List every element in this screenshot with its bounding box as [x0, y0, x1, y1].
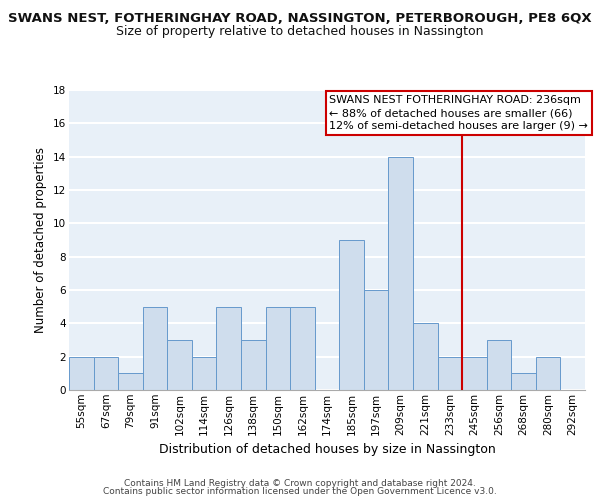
Bar: [437, 356, 462, 390]
Bar: [511, 374, 536, 390]
Text: Contains public sector information licensed under the Open Government Licence v3: Contains public sector information licen…: [103, 487, 497, 496]
Bar: [118, 374, 143, 390]
Bar: [388, 156, 413, 390]
Bar: [413, 324, 437, 390]
Y-axis label: Number of detached properties: Number of detached properties: [34, 147, 47, 333]
Bar: [290, 306, 315, 390]
Bar: [143, 306, 167, 390]
Text: SWANS NEST, FOTHERINGHAY ROAD, NASSINGTON, PETERBOROUGH, PE8 6QX: SWANS NEST, FOTHERINGHAY ROAD, NASSINGTO…: [8, 12, 592, 26]
Bar: [192, 356, 217, 390]
Bar: [167, 340, 192, 390]
X-axis label: Distribution of detached houses by size in Nassington: Distribution of detached houses by size …: [158, 443, 496, 456]
Bar: [487, 340, 511, 390]
Bar: [536, 356, 560, 390]
Text: Size of property relative to detached houses in Nassington: Size of property relative to detached ho…: [116, 25, 484, 38]
Bar: [94, 356, 118, 390]
Bar: [217, 306, 241, 390]
Bar: [69, 356, 94, 390]
Bar: [462, 356, 487, 390]
Bar: [339, 240, 364, 390]
Bar: [364, 290, 388, 390]
Bar: [241, 340, 266, 390]
Text: SWANS NEST FOTHERINGHAY ROAD: 236sqm
← 88% of detached houses are smaller (66)
1: SWANS NEST FOTHERINGHAY ROAD: 236sqm ← 8…: [329, 95, 589, 132]
Bar: [266, 306, 290, 390]
Text: Contains HM Land Registry data © Crown copyright and database right 2024.: Contains HM Land Registry data © Crown c…: [124, 478, 476, 488]
